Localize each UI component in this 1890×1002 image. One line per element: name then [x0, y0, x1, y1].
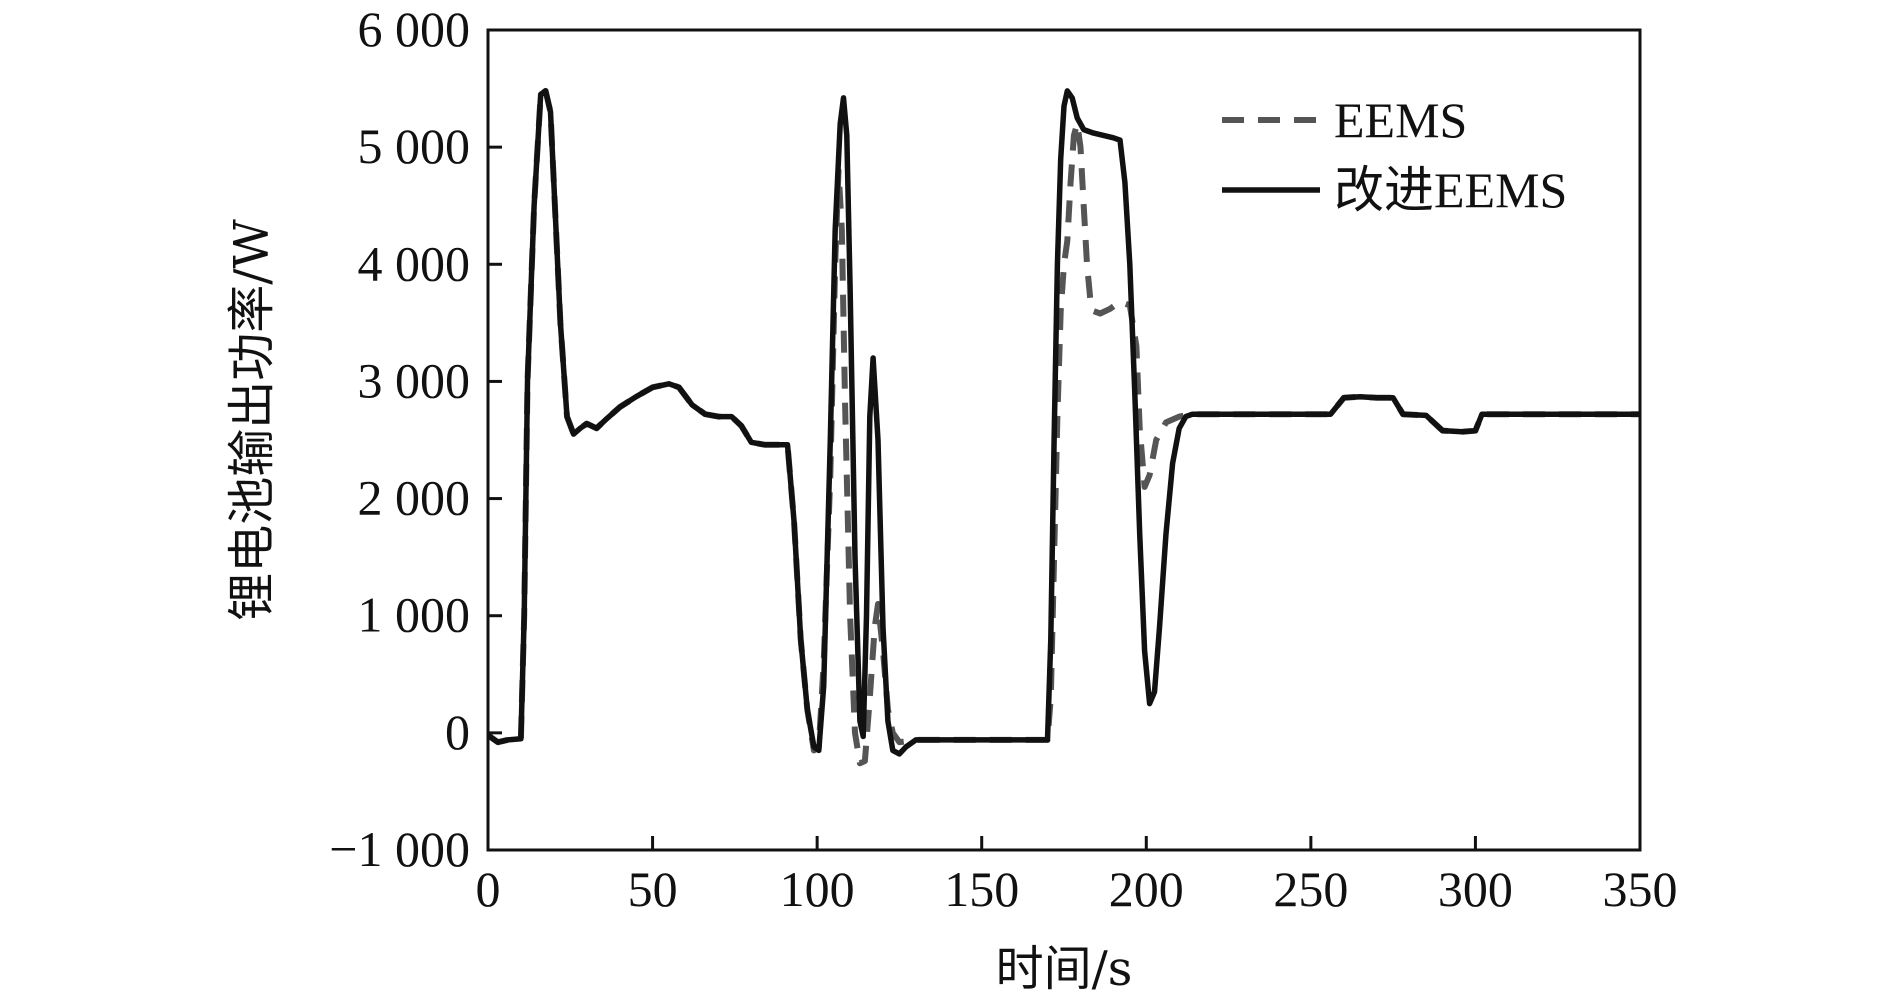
plot-area — [488, 87, 1640, 767]
legend: EEMS 改进EEMS — [1222, 92, 1567, 218]
y-tick-label: 3 000 — [358, 352, 471, 408]
y-tick-label: −1 000 — [329, 821, 470, 877]
y-axis-title: 锂电池输出功率/W — [224, 219, 280, 621]
y-tick-label: 1 000 — [358, 587, 471, 643]
legend-label-eems: EEMS — [1334, 92, 1467, 148]
x-tick-label: 150 — [944, 861, 1019, 917]
x-axis-title: 时间/s — [996, 941, 1133, 997]
y-tick-label: 2 000 — [358, 470, 471, 526]
x-tick-label: 350 — [1603, 861, 1678, 917]
x-tick-label: 200 — [1109, 861, 1184, 917]
y-tick-label: 0 — [445, 704, 470, 760]
x-tick-label: 300 — [1438, 861, 1513, 917]
y-tick-label: 4 000 — [358, 235, 471, 291]
y-tick-label: 5 000 — [358, 118, 471, 174]
x-tick-label: 50 — [628, 861, 678, 917]
y-tick-label: 6 000 — [358, 1, 471, 57]
series-line-improved-eems — [488, 88, 1640, 757]
legend-label-improved-eems: 改进EEMS — [1334, 162, 1567, 218]
x-tick-label: 250 — [1273, 861, 1348, 917]
x-tick-label: 100 — [780, 861, 855, 917]
y-tick-labels: −1 000 0 1 000 2 000 3 000 4 000 5 000 6 000 — [329, 1, 470, 877]
x-tick-labels: 0 50 100 150 200 250 300 350 — [476, 861, 1678, 917]
plot-frame — [486, 28, 1642, 852]
axis-ticks — [486, 28, 1642, 852]
x-tick-label: 0 — [476, 861, 501, 917]
